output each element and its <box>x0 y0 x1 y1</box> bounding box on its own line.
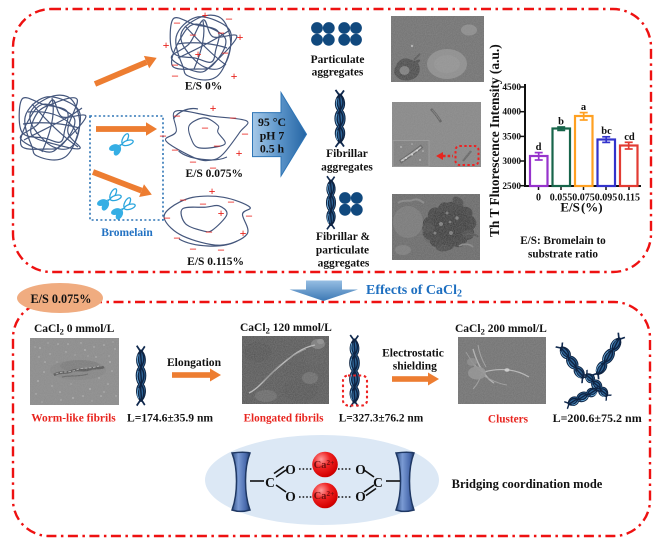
svg-text:substrate ratio: substrate ratio <box>528 249 598 261</box>
svg-text:Bridging coordination mode: Bridging coordination mode <box>452 477 603 491</box>
svg-text:cd: cd <box>624 132 635 143</box>
svg-text:L=327.3±76.2 nm: L=327.3±76.2 nm <box>339 413 424 425</box>
svg-text:O: O <box>355 489 366 504</box>
svg-text:bc: bc <box>601 126 612 137</box>
svg-text:2500: 2500 <box>502 182 521 192</box>
svg-text:4000: 4000 <box>502 108 521 118</box>
svg-text:O: O <box>285 462 296 477</box>
svg-text:4500: 4500 <box>502 83 521 93</box>
svg-text:+: + <box>209 184 216 198</box>
svg-text:–: – <box>199 196 207 210</box>
svg-text:–: – <box>159 128 167 142</box>
svg-text:–: – <box>245 208 253 222</box>
svg-text:E/S 0.075%: E/S 0.075% <box>31 292 92 306</box>
svg-text:–: – <box>173 15 181 29</box>
svg-text:Elongated fibrils: Elongated fibrils <box>244 412 325 424</box>
svg-text:O: O <box>285 489 296 504</box>
svg-text:Fibrillar: Fibrillar <box>326 148 368 160</box>
svg-text:O: O <box>355 462 366 477</box>
svg-text:E/S 0%: E/S 0% <box>185 81 222 93</box>
svg-text:–: – <box>221 45 229 59</box>
svg-text:–: – <box>171 57 179 71</box>
svg-text:Particulate: Particulate <box>311 54 365 66</box>
svg-text:E/S (%): E/S (%) <box>560 200 602 215</box>
svg-text:–: – <box>189 27 197 41</box>
svg-text:–: – <box>241 126 249 140</box>
svg-text:Worm-like fibrils: Worm-like fibrils <box>31 413 116 425</box>
svg-text:Fibrillar &: Fibrillar & <box>316 231 370 243</box>
svg-text:0.115: 0.115 <box>618 192 640 203</box>
svg-text:a: a <box>581 102 587 113</box>
svg-text:+: + <box>210 101 217 115</box>
svg-text:–: – <box>201 120 209 134</box>
svg-text:–: – <box>173 108 181 122</box>
svg-text:CaCl2 0 mmol/L: CaCl2 0 mmol/L <box>34 323 115 336</box>
svg-text:E/S 0.115%: E/S 0.115% <box>187 256 244 268</box>
svg-text:+: + <box>218 206 225 220</box>
svg-text:aggregates: aggregates <box>312 67 364 79</box>
svg-text:Th T Fluorescence Intensity (: Th T Fluorescence Intensity (a.u.) <box>487 44 502 237</box>
svg-text:CaCl2 200 mmol/L: CaCl2 200 mmol/L <box>455 323 547 336</box>
svg-text:–: – <box>189 241 197 255</box>
svg-text:+: + <box>195 47 202 61</box>
svg-text:Bromelain: Bromelain <box>101 227 153 239</box>
svg-text:–: – <box>209 160 217 174</box>
svg-text:+: + <box>163 38 170 52</box>
svg-text:–: – <box>173 230 181 244</box>
svg-text:E/S: Bromelain to: E/S: Bromelain to <box>520 235 606 247</box>
svg-text:Clusters: Clusters <box>488 413 529 425</box>
svg-text:0.075: 0.075 <box>572 192 595 203</box>
svg-text:d: d <box>536 142 542 153</box>
svg-text:+: + <box>240 226 247 240</box>
svg-text:E/S 0.075%: E/S 0.075% <box>186 168 244 180</box>
svg-text:0: 0 <box>536 192 541 203</box>
svg-text:0.095: 0.095 <box>595 192 618 203</box>
svg-text:L=174.6±35.9 nm: L=174.6±35.9 nm <box>127 411 213 424</box>
svg-text:–: – <box>179 192 187 206</box>
svg-text:–: – <box>189 154 197 168</box>
svg-text:CaCl2 120 mmol/L: CaCl2 120 mmol/L <box>240 322 332 335</box>
svg-text:–: – <box>217 242 225 256</box>
svg-text:–: – <box>225 11 233 25</box>
svg-text:0.5 h: 0.5 h <box>260 142 285 156</box>
svg-text:C: C <box>373 475 383 490</box>
svg-text:+: + <box>237 30 244 44</box>
svg-text:–: – <box>163 210 171 224</box>
svg-text:Effects of CaCl2: Effects of CaCl2 <box>366 283 462 300</box>
svg-text:shielding: shielding <box>393 361 437 373</box>
svg-text:aggregates: aggregates <box>318 258 370 270</box>
svg-text:aggregates: aggregates <box>321 162 373 174</box>
svg-text:–: – <box>227 194 235 208</box>
svg-text:0.055: 0.055 <box>550 192 573 203</box>
svg-text:Elongation: Elongation <box>167 356 222 369</box>
svg-text:–: – <box>171 68 179 82</box>
svg-text:+: + <box>231 69 238 83</box>
svg-text:3500: 3500 <box>502 132 521 142</box>
svg-text:–: – <box>229 110 237 124</box>
svg-text:95 °C: 95 °C <box>258 115 286 129</box>
svg-text:Electrostatic: Electrostatic <box>382 348 444 360</box>
svg-text:–: – <box>217 25 225 39</box>
svg-text:+: + <box>202 8 209 22</box>
svg-text:b: b <box>558 117 564 128</box>
svg-text:–: – <box>213 138 221 152</box>
svg-text:L=200.6±75.2 nm: L=200.6±75.2 nm <box>553 411 642 425</box>
svg-text:particulate: particulate <box>316 244 369 256</box>
svg-text:3000: 3000 <box>502 157 521 167</box>
svg-text:+: + <box>236 146 243 160</box>
svg-text:pH 7: pH 7 <box>260 129 285 143</box>
svg-text:–: – <box>205 224 213 238</box>
svg-text:–: – <box>171 142 179 156</box>
svg-text:C: C <box>265 475 275 490</box>
